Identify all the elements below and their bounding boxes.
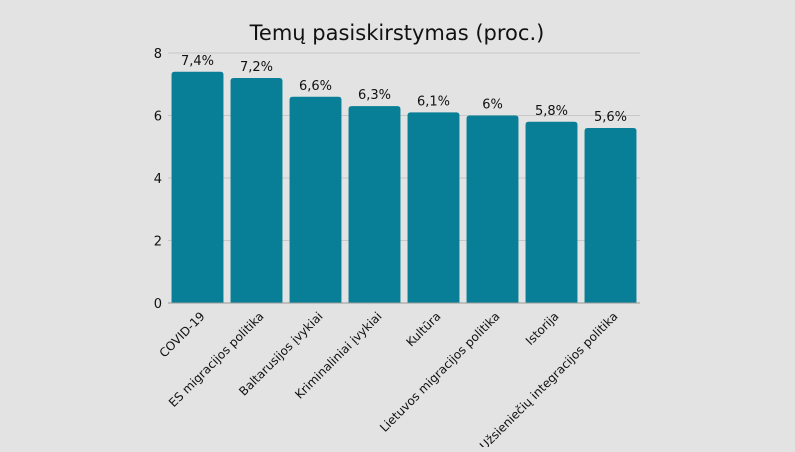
category-label: ES migracijos politika — [166, 309, 267, 410]
data-label: 5,8% — [535, 104, 568, 119]
bar — [525, 121, 578, 303]
bar — [584, 128, 637, 303]
data-label: 6,3% — [358, 88, 391, 103]
data-labels: 7,4% 7,2% 6,6% 6,3% 6,1% 6% 5,8% 5,6% — [181, 54, 627, 125]
bar — [171, 71, 224, 303]
data-label: 6,6% — [299, 79, 332, 94]
data-label: 7,2% — [240, 60, 273, 75]
y-tick-label: 2 — [154, 235, 162, 250]
y-tick-label: 6 — [154, 110, 162, 125]
bar — [348, 106, 401, 303]
category-label: Lietuvos migracijos politika — [377, 309, 503, 435]
data-label: 6% — [482, 98, 503, 113]
bar — [407, 112, 460, 303]
bar — [466, 115, 519, 303]
data-label: 7,4% — [181, 54, 214, 69]
y-tick-label: 8 — [154, 47, 162, 62]
y-tick-label: 4 — [154, 172, 162, 187]
bars — [171, 71, 637, 303]
chart-title: Temų pasiskirstymas (proc.) — [249, 21, 545, 45]
bar — [230, 78, 283, 303]
category-label: Kultūra — [403, 309, 443, 349]
data-label: 6,1% — [417, 94, 450, 109]
bar — [289, 96, 342, 303]
y-tick-label: 0 — [154, 297, 162, 312]
y-axis-tick-labels: 0 2 4 6 8 — [154, 47, 162, 312]
category-label: Istorija — [523, 309, 562, 348]
category-label: COVID-19 — [157, 309, 208, 360]
data-label: 5,6% — [594, 110, 627, 125]
